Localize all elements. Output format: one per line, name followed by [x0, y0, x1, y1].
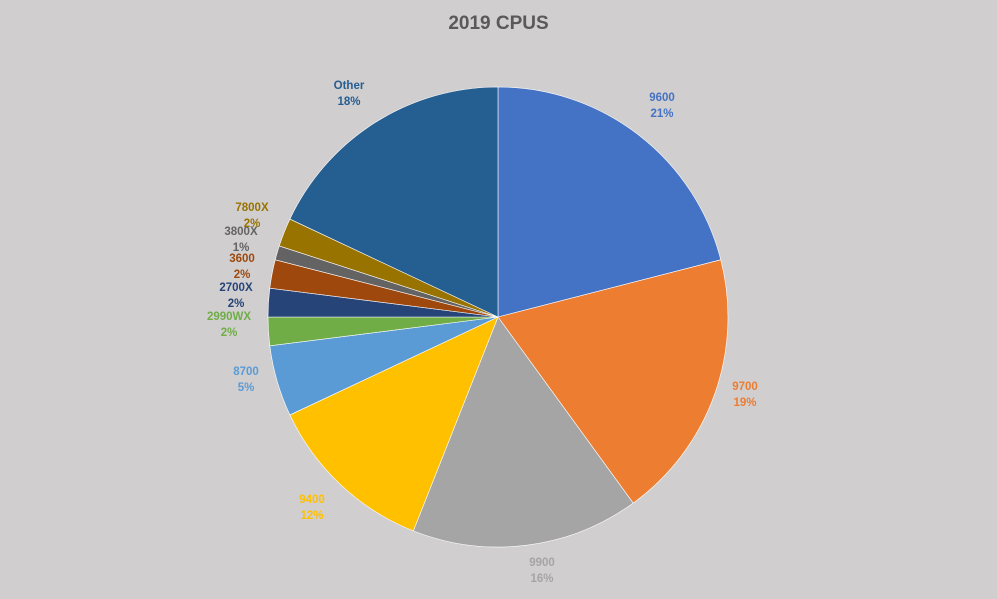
pie-slice-9600[interactable] [497, 86, 722, 318]
slice-percent-9900: 16% [530, 573, 553, 585]
slice-percent-other: 18% [337, 96, 360, 108]
pie-slices [267, 86, 729, 548]
slice-label-9900: 9900 [529, 557, 555, 569]
slice-percent-2990wx: 2% [221, 327, 238, 339]
pie-slice-other[interactable] [289, 86, 499, 318]
slice-label-other: Other [334, 80, 365, 92]
slice-label-2700x: 2700X [219, 282, 253, 294]
slice-label-7800x: 7800X [235, 202, 269, 214]
slice-percent-9400: 12% [300, 510, 323, 522]
slice-percent-8700: 5% [238, 382, 255, 394]
slice-percent-2700x: 2% [228, 298, 245, 310]
slice-percent-9600: 21% [650, 108, 673, 120]
slice-percent-7800x: 2% [244, 218, 261, 230]
slice-label-9400: 9400 [299, 494, 325, 506]
slice-label-2990wx: 2990WX [207, 311, 251, 323]
slice-label-3600: 3600 [229, 253, 255, 265]
slice-percent-3600: 2% [234, 269, 251, 281]
chart-title: 2019 CPUS [448, 13, 548, 34]
pie-labels: 9600 21% 9700 19% 9900 16% 9400 12% 8700 5% 2990WX… [207, 80, 758, 585]
slice-label-8700: 8700 [233, 366, 259, 378]
pie-slice-9700[interactable] [497, 259, 729, 504]
pie-slice-9400[interactable] [289, 316, 499, 532]
slice-label-9600: 9600 [649, 92, 675, 104]
slice-percent-3800x: 1% [233, 242, 250, 254]
pie-slice-9900[interactable] [412, 316, 634, 548]
slice-percent-9700: 19% [733, 397, 756, 409]
slice-label-3800x: 3800X [224, 226, 258, 238]
slice-label-9700: 9700 [732, 381, 758, 393]
